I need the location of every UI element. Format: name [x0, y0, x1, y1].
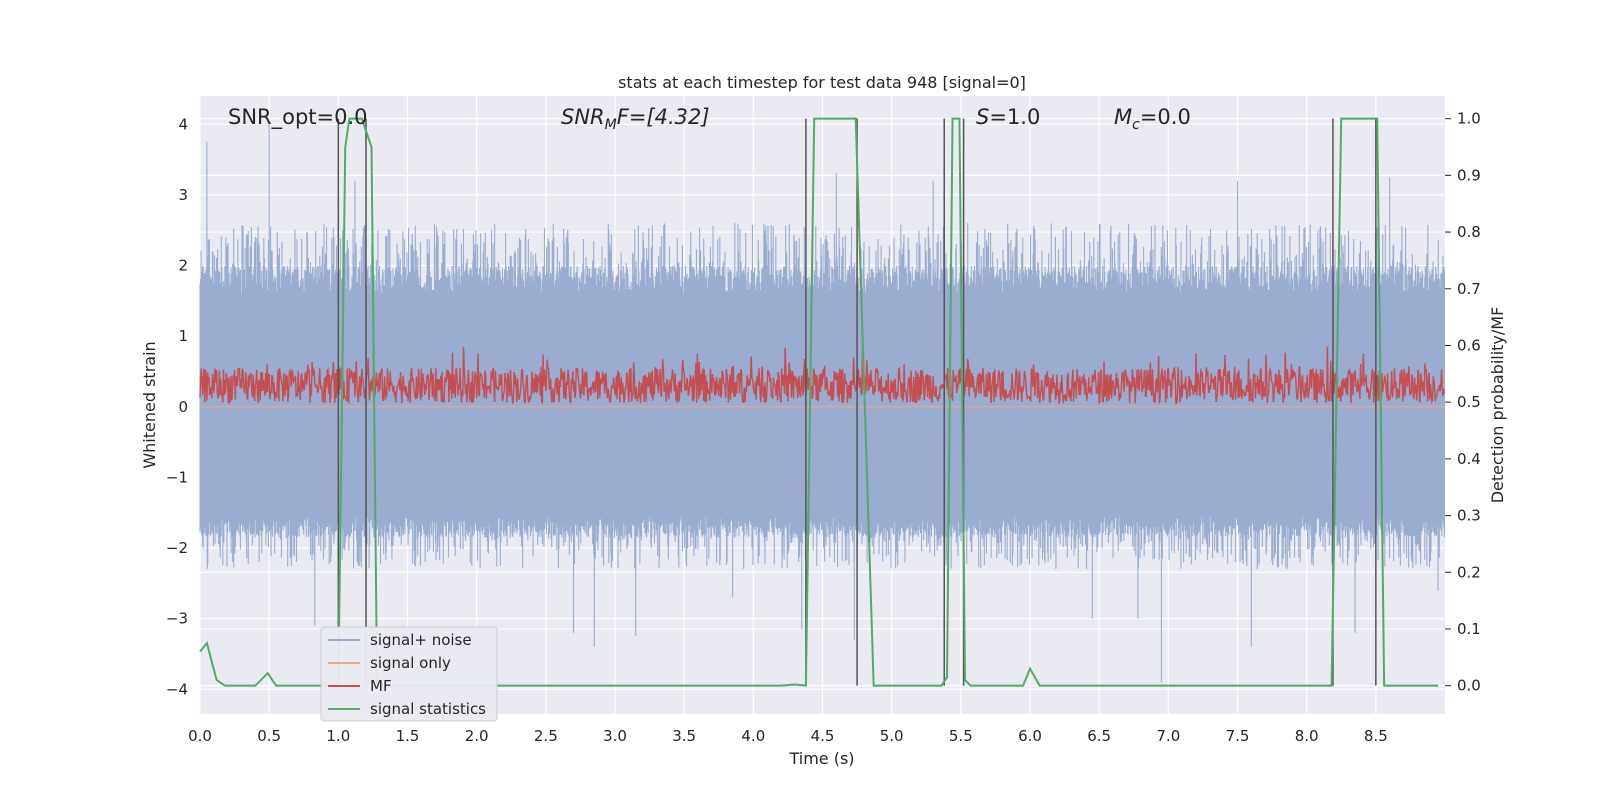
y-tick-label: 3	[178, 186, 188, 204]
x-tick-label: 3.5	[672, 727, 696, 745]
y2-tick-label: 0.0	[1457, 677, 1481, 695]
x-tick-label: 6.5	[1087, 727, 1111, 745]
y-tick-label: −4	[166, 680, 188, 698]
y-tick-label: 1	[178, 327, 188, 345]
y2-tick-label: 0.8	[1457, 223, 1481, 241]
x-tick-label: 5.0	[880, 727, 904, 745]
y-axis-label: Whitened strain	[140, 341, 159, 468]
annotation-s-main: S	[976, 105, 989, 129]
y-tick-label: −3	[166, 610, 188, 628]
x-tick-label: 4.0	[741, 727, 765, 745]
y2-tick-label: 0.5	[1457, 393, 1481, 411]
annotation-s-rest: =1.0	[989, 105, 1040, 129]
annotation-mc-rest: =0.0	[1140, 105, 1191, 129]
y2-tick-label: 0.9	[1457, 166, 1481, 184]
x-tick-label: 6.0	[1018, 727, 1042, 745]
annotation-snr-opt: SNR_opt=0.0	[228, 105, 368, 130]
x-tick-label: 0.0	[188, 727, 212, 745]
y-tick-label: 2	[178, 257, 188, 275]
annotation-mc-sub: c	[1132, 117, 1140, 133]
x-tick-label: 4.5	[811, 727, 835, 745]
annotation-snr-mf: SNRMF=[4.32]	[561, 105, 710, 133]
x-tick-label: 2.0	[465, 727, 489, 745]
legend-label-noise: signal+ noise	[370, 631, 472, 649]
annotation-s: S=1.0	[976, 105, 1040, 129]
x-axis-label: Time (s)	[788, 749, 854, 768]
y-tick-labels: 4 3 2 1 0 −1 −2 −3 −4	[166, 115, 188, 698]
y2-tick-labels: 1.0 0.9 0.8 0.7 0.6 0.5 0.4 0.3 0.2 0.1 0.0	[1445, 110, 1481, 695]
y-tick-label: −2	[166, 539, 188, 557]
legend-label-signal-only: signal only	[370, 654, 451, 672]
y2-tick-label: 0.3	[1457, 507, 1481, 525]
mf-line	[199, 346, 1446, 405]
series-signal-statistics	[199, 117, 1439, 687]
legend-label-stats: signal statistics	[370, 700, 486, 718]
y2-tick-label: 0.6	[1457, 336, 1481, 354]
x-tick-labels: 0.0 0.5 1.0 1.5 2.0 2.5 3.0 3.5 4.0 4.5 5.0 5.5 6.0 6…	[188, 727, 1388, 745]
annotation-mc-main: M	[1114, 105, 1132, 129]
vertical-lines	[337, 118, 1377, 686]
x-tick-label: 7.5	[1226, 727, 1250, 745]
y2-tick-label: 0.2	[1457, 563, 1481, 581]
x-tick-label: 1.0	[326, 727, 350, 745]
legend-label-mf: MF	[370, 677, 392, 695]
series-signal-noise	[199, 124, 1446, 683]
x-tick-label: 8.0	[1295, 727, 1319, 745]
legend: signal+ noise signal only MF signal stat…	[320, 626, 498, 722]
y-tick-label: 4	[178, 115, 188, 133]
series-mf	[199, 346, 1446, 405]
y2-tick-label: 0.4	[1457, 450, 1481, 468]
annotation-snr-mf-sub: M	[605, 117, 617, 133]
annotation-snr-mf-main: SNR	[561, 105, 605, 129]
x-tick-label: 1.5	[396, 727, 420, 745]
y2-tick-label: 0.1	[1457, 620, 1481, 638]
x-tick-label: 2.5	[534, 727, 558, 745]
x-tick-label: 0.5	[257, 727, 281, 745]
y2-axis-label: Detection probability/MF	[1488, 307, 1507, 504]
legend-box	[320, 626, 498, 722]
x-tick-label: 5.5	[949, 727, 973, 745]
y2-tick-label: 1.0	[1457, 110, 1481, 128]
y-tick-label: −1	[166, 468, 188, 486]
y-tick-label: 0	[178, 398, 188, 416]
chart-title: stats at each timestep for test data 948…	[618, 73, 1026, 92]
signal-statistics-line	[199, 117, 1439, 687]
annotation-mc: Mc=0.0	[1114, 105, 1191, 133]
y2-tick-label: 0.7	[1457, 280, 1481, 298]
x-tick-label: 3.0	[603, 727, 627, 745]
x-tick-label: 8.5	[1364, 727, 1388, 745]
x-tick-label: 7.0	[1156, 727, 1180, 745]
annotation-snr-mf-rest: F=[4.32]	[617, 105, 710, 129]
